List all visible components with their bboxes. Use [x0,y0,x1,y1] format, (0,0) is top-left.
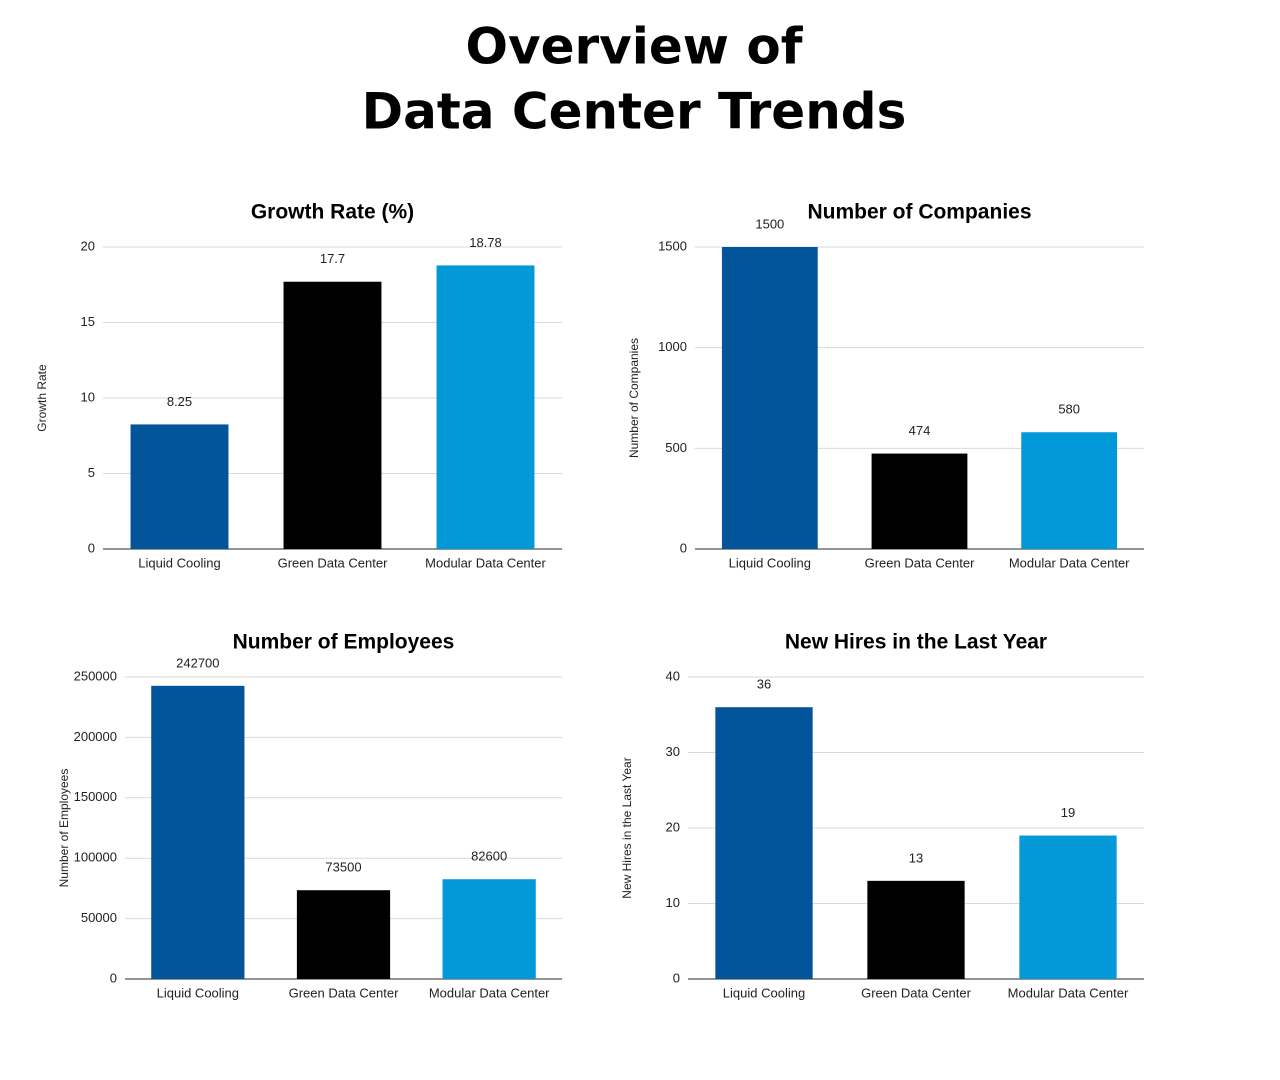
x-tick-label: Liquid Cooling [729,555,811,570]
y-tick-label: 250000 [74,668,117,683]
value-label: 17.7 [320,251,345,266]
y-tick-label: 200000 [74,729,117,744]
value-label: 18.78 [469,235,502,250]
y-tick-label: 20 [81,238,95,253]
y-tick-label: 5 [88,465,95,480]
chart-title: Number of Companies [807,201,1031,224]
value-label: 13 [909,850,923,865]
bar [721,247,818,549]
bar [867,880,965,979]
y-axis-label: Growth Rate [35,364,49,432]
main-title-line: Overview of [465,18,803,76]
chart-title: Number of Employees [233,631,455,654]
y-tick-label: 40 [666,668,680,683]
value-label: 8.25 [167,394,192,409]
bar [715,707,813,979]
chart-title: Growth Rate (%) [251,201,414,224]
x-tick-label: Modular Data Center [1009,555,1130,570]
y-tick-label: 1500 [658,238,687,253]
y-tick-label: 10 [81,389,95,404]
y-tick-label: 50000 [81,910,117,925]
y-tick-label: 500 [665,440,687,455]
x-tick-label: Liquid Cooling [723,985,805,1000]
y-tick-label: 1000 [658,339,687,354]
y-tick-label: 15 [81,314,95,329]
value-label: 580 [1058,402,1080,417]
x-tick-label: Green Data Center [289,985,400,1000]
y-axis-label: Number of Companies [627,338,641,458]
value-label: 242700 [176,655,219,670]
y-tick-label: 30 [666,744,680,759]
y-tick-label: 0 [680,540,687,555]
bar [871,453,968,549]
bar [1021,432,1118,549]
main-title-line: Data Center Trends [362,83,907,141]
y-tick-label: 0 [673,970,680,985]
x-tick-label: Liquid Cooling [138,555,220,570]
value-label: 1500 [755,216,784,231]
bar [442,879,536,979]
value-label: 474 [909,423,931,438]
x-tick-label: Modular Data Center [429,985,550,1000]
x-tick-label: Green Data Center [278,555,389,570]
bar [130,424,229,549]
y-axis-label: Number of Employees [57,769,71,888]
bar [296,890,391,979]
chart-title: New Hires in the Last Year [785,631,1047,654]
y-tick-label: 20 [666,819,680,834]
x-tick-label: Modular Data Center [1008,985,1129,1000]
y-tick-label: 0 [88,540,95,555]
x-tick-label: Green Data Center [861,985,972,1000]
y-tick-label: 0 [110,970,117,985]
bar [151,685,245,979]
y-tick-label: 150000 [74,789,117,804]
value-label: 36 [757,677,771,692]
value-label: 82600 [471,849,507,864]
x-tick-label: Liquid Cooling [157,985,239,1000]
bar [436,265,535,549]
value-label: 73500 [325,860,361,875]
y-axis-label: New Hires in the Last Year [620,757,634,898]
y-tick-label: 100000 [74,850,117,865]
bar [1019,835,1117,979]
x-tick-label: Modular Data Center [425,555,546,570]
value-label: 19 [1061,805,1075,820]
y-tick-label: 10 [666,895,680,910]
bar [283,281,382,549]
x-tick-label: Green Data Center [865,555,976,570]
